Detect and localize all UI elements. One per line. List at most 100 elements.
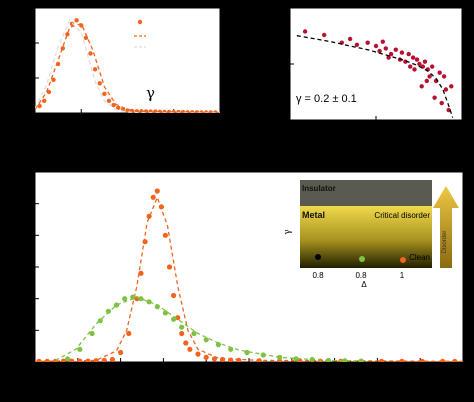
data-point-top-right-0 [437, 70, 442, 75]
data-point-bottom-2 [122, 296, 128, 302]
data-point-bottom-0 [219, 356, 226, 362]
data-point-top-left-0 [97, 81, 103, 86]
marks-top-right: 10⁰ 10¹ 10² 10⁰ 10¹ 10² [269, 3, 470, 136]
data-point-top-right-0 [399, 50, 405, 55]
disorder-arrow-label: Disorder [442, 231, 448, 254]
xtick-label-bottom: 1.8 [327, 366, 342, 378]
series-group-top-right [296, 29, 454, 118]
data-point-top-left-0 [106, 98, 112, 104]
data-point-top-left-0 [46, 89, 52, 95]
data-point-bottom-2 [162, 310, 168, 316]
panel-top-right: <Δ(r)Δ(0)> Distance (Å) γ = 0.2 ± 0.1 [253, 8, 462, 149]
inset-label-clean: Clean [409, 253, 430, 262]
ytick-label-top-left: 4 [25, 38, 31, 50]
plot-area-top-left [35, 8, 220, 113]
data-point-bottom-0 [162, 232, 168, 238]
xtick-label-bottom: 0.8 [113, 366, 128, 378]
ytick-label-bottom: 3 [25, 262, 31, 274]
data-point-bottom-0 [166, 264, 173, 270]
data-point-top-right-0 [430, 64, 435, 69]
data-point-bottom-0 [101, 357, 107, 362]
data-point-bottom-0 [171, 292, 177, 299]
inset-point-0 [315, 254, 321, 260]
data-point-bottom-2 [146, 299, 152, 305]
data-point-bottom-0 [399, 358, 405, 362]
data-point-top-right-0 [446, 107, 451, 113]
data-point-top-left-0 [116, 105, 121, 111]
data-point-top-right-0 [427, 74, 432, 79]
ylabel-bottom: P(Δ(r)/Δ [3, 247, 15, 287]
data-point-top-right-0 [441, 74, 447, 79]
data-point-top-right-0 [383, 46, 388, 51]
data-point-top-left-0 [111, 102, 116, 108]
inset-point-2 [400, 257, 406, 263]
legend-top-left [134, 19, 146, 48]
xtick-label-top-left: 1.2 [120, 117, 135, 129]
data-point-top-right-0 [424, 78, 429, 84]
xtick-label-bottom: 0.6 [70, 366, 85, 378]
inset-xlabel: Δ [361, 280, 367, 289]
disorder-arrow [433, 186, 459, 268]
series-line-top-left-2 [35, 19, 220, 113]
data-point-bottom-0 [183, 340, 189, 346]
data-point-top-right-0 [432, 95, 437, 100]
data-point-bottom-0 [118, 349, 124, 356]
data-point-bottom-2 [179, 324, 185, 330]
data-point-bottom-2 [105, 308, 111, 314]
xtick-label-bottom: 2 [374, 366, 380, 378]
data-point-bottom-2 [77, 346, 83, 352]
data-point-top-right-0 [377, 48, 382, 54]
data-point-bottom-0 [126, 330, 132, 337]
data-point-top-right-0 [380, 39, 385, 44]
xtick-label-bottom: 2.4 [455, 366, 470, 378]
inset-xtick-0: 0.8 [312, 271, 324, 280]
data-point-top-right-0 [322, 32, 327, 38]
data-point-top-right-0 [302, 29, 308, 34]
series-group-top-left [35, 18, 220, 113]
data-point-top-right-0 [414, 57, 420, 62]
xtick-label-top-left: 1.6 [212, 117, 227, 129]
ytick-label-bottom: 6 [25, 167, 31, 179]
data-point-bottom-2 [65, 356, 71, 362]
data-point-top-left-0 [65, 32, 70, 37]
metal-region [300, 206, 432, 268]
data-point-bottom-0 [109, 356, 115, 362]
marks-bottom: 0.4 0.6 0.8 1 1.2 1.4 1.6 1.8 2 2.2 2.4 0 1 2 3 4 5 6 [25, 167, 471, 378]
series-line-bottom-3 [55, 296, 362, 362]
data-point-top-right-0 [386, 55, 391, 60]
data-point-top-left-0 [102, 91, 107, 97]
inset-ylabel: γ [283, 229, 293, 234]
xtick-label-top-right: 10⁰ [282, 124, 299, 136]
data-point-bottom-2 [244, 349, 250, 356]
xtick-label-top-right: 10² [454, 124, 470, 136]
data-point-bottom-0 [179, 330, 185, 337]
gamma-value-annotation: γ = 0.2 ± 0.1 [296, 93, 357, 105]
inset-xtick-2: 1 [400, 271, 405, 280]
series-line-top-right-1 [296, 35, 454, 118]
panel-top-left: P(Δ(r)/Δ Δ(r)/Δ γ [1, 8, 220, 143]
ytick-label-bottom: 1 [25, 325, 31, 337]
ytick-label-bottom: 4 [25, 230, 31, 242]
xtick-label-bottom: 1.6 [284, 366, 299, 378]
data-point-bottom-2 [138, 296, 144, 302]
data-point-top-left-0 [37, 103, 42, 109]
xtick-label-bottom: 0.4 [27, 366, 42, 378]
series-group-bottom [35, 188, 463, 362]
ytick-label-bottom: 5 [25, 199, 31, 211]
data-point-top-right-0 [449, 84, 454, 89]
data-point-top-right-0 [354, 42, 360, 47]
series-line-bottom-1 [35, 195, 463, 362]
data-point-top-right-0 [443, 87, 449, 92]
xlabel-top-right: Distance (Å) [346, 136, 407, 149]
data-point-top-right-0 [410, 55, 416, 60]
data-point-bottom-2 [203, 337, 209, 343]
plot-area-top-right [290, 8, 462, 120]
xtick-label-top-left: 0.8 [27, 117, 42, 129]
data-point-bottom-0 [195, 351, 201, 357]
ylabel-top-right: <Δ(r)Δ(0)> [253, 36, 265, 88]
data-point-top-right-0 [373, 43, 379, 49]
data-point-bottom-2 [358, 358, 364, 362]
data-point-top-right-0 [417, 61, 422, 67]
data-point-top-right-0 [408, 64, 413, 69]
xtick-label-bottom: 1.2 [199, 366, 214, 378]
